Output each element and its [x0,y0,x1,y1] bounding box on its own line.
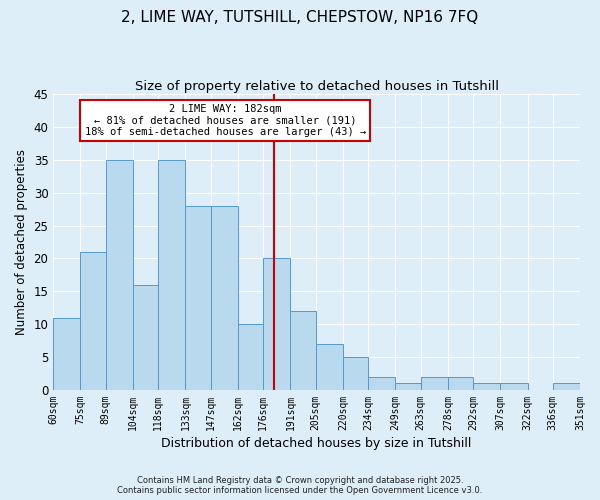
Bar [368,377,395,390]
Title: Size of property relative to detached houses in Tutshill: Size of property relative to detached ho… [134,80,499,93]
Bar [316,344,343,390]
Bar [106,160,133,390]
Bar [500,384,527,390]
Bar [421,377,448,390]
Bar [80,252,106,390]
Bar [343,357,368,390]
Bar [211,206,238,390]
Bar [263,258,290,390]
Text: 2, LIME WAY, TUTSHILL, CHEPSTOW, NP16 7FQ: 2, LIME WAY, TUTSHILL, CHEPSTOW, NP16 7F… [121,10,479,25]
Y-axis label: Number of detached properties: Number of detached properties [15,149,28,335]
Bar [133,285,158,390]
Bar [185,206,211,390]
Bar [53,318,80,390]
X-axis label: Distribution of detached houses by size in Tutshill: Distribution of detached houses by size … [161,437,472,450]
Bar [158,160,185,390]
Text: Contains HM Land Registry data © Crown copyright and database right 2025.
Contai: Contains HM Land Registry data © Crown c… [118,476,482,495]
Bar [238,324,263,390]
Text: 2 LIME WAY: 182sqm
← 81% of detached houses are smaller (191)
18% of semi-detach: 2 LIME WAY: 182sqm ← 81% of detached hou… [85,104,366,137]
Bar [553,384,580,390]
Bar [290,311,316,390]
Bar [473,384,500,390]
Bar [395,384,421,390]
Bar [448,377,473,390]
